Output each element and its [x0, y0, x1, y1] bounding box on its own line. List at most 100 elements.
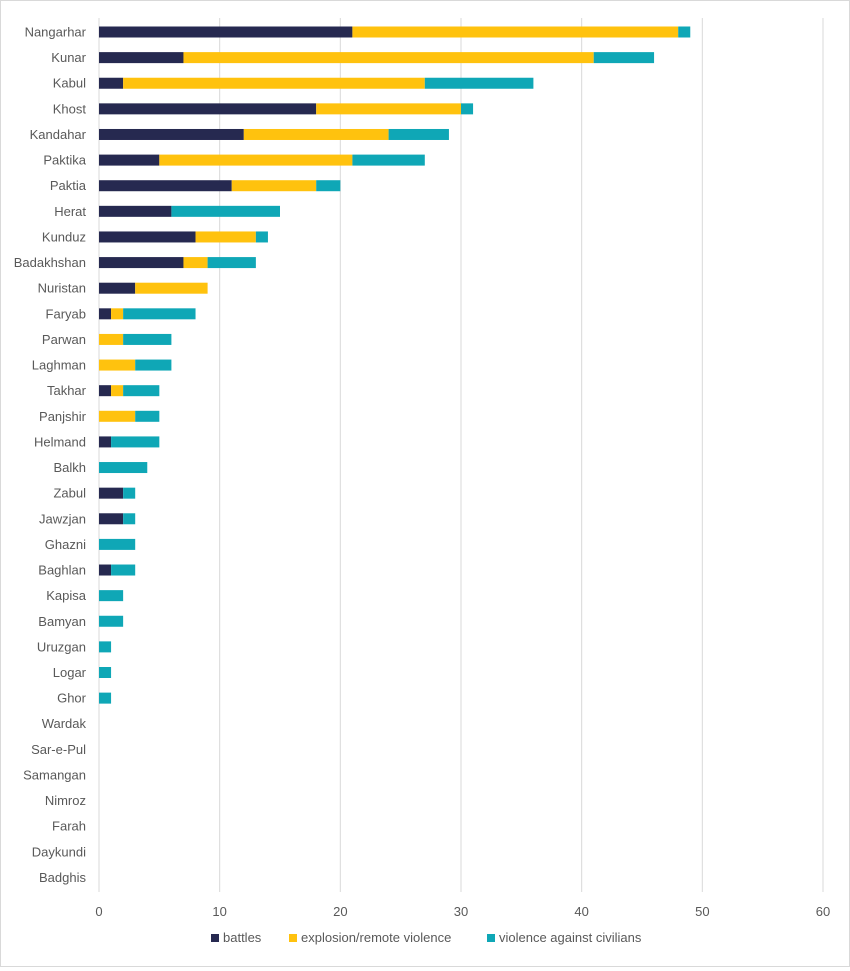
category-label: Panjshir: [39, 409, 87, 424]
category-label: Nuristan: [38, 281, 86, 296]
bar-segment-battles: [99, 385, 112, 397]
bar-segment-explosion-remote-violence: [99, 359, 136, 371]
category-label: Kunduz: [42, 229, 86, 244]
bar-segment-explosion-remote-violence: [231, 180, 317, 192]
bar-segment-explosion-remote-violence: [111, 385, 124, 397]
bar-segment-violence-against-civilians: [678, 26, 691, 38]
category-label: Paktia: [50, 178, 87, 193]
category-labels: Nangarhar Kunar Kabul Khost Kandahar Paktika P…: [14, 25, 87, 885]
bar-segment-battles: [99, 103, 317, 115]
category-label: Laghman: [32, 358, 86, 373]
legend: battles explosion/remote violence violence…: [211, 930, 642, 945]
x-tick-label: 30: [454, 904, 468, 919]
bar-segment-violence-against-civilians: [388, 128, 449, 140]
category-label: Paktika: [43, 153, 86, 168]
category-label: Nimroz: [45, 793, 86, 808]
x-tick-label: 10: [212, 904, 226, 919]
x-tick-label: 0: [95, 904, 102, 919]
bar-segment-battles: [99, 513, 124, 525]
category-label: Parwan: [42, 332, 86, 347]
bar-segment-violence-against-civilians: [111, 436, 160, 448]
category-label: Herat: [54, 204, 86, 219]
bar-segment-explosion-remote-violence: [135, 282, 208, 294]
bar-segment-battles: [99, 487, 124, 499]
legend-label: violence against civilians: [499, 930, 642, 945]
bar-segment-violence-against-civilians: [99, 667, 112, 678]
category-label: Badghis: [39, 870, 86, 885]
bar-segment-violence-against-civilians: [99, 641, 112, 653]
category-label: Kapisa: [46, 588, 87, 603]
category-label: Wardak: [42, 716, 87, 731]
bar-segment-explosion-remote-violence: [123, 77, 425, 89]
bar-segment-explosion-remote-violence: [159, 154, 353, 166]
bar-segment-explosion-remote-violence: [352, 26, 679, 38]
bar-segment-battles: [99, 308, 112, 320]
bar-segment-explosion-remote-violence: [183, 257, 208, 269]
bar-segment-violence-against-civilians: [352, 154, 425, 166]
bar-segment-violence-against-civilians: [99, 538, 136, 550]
category-label: Zabul: [53, 486, 86, 501]
bar-segment-violence-against-civilians: [99, 615, 124, 627]
bar-segment-violence-against-civilians: [123, 385, 160, 397]
x-tick-labels: 0 10 20 30 40 50 60: [95, 904, 830, 919]
bar-segment-explosion-remote-violence: [99, 410, 136, 422]
bar-segment-violence-against-civilians: [99, 590, 124, 602]
bar-segment-explosion-remote-violence: [183, 52, 594, 64]
category-label: Balkh: [53, 460, 86, 475]
legend-swatch: [487, 934, 495, 942]
category-label: Kabul: [53, 76, 86, 91]
category-label: Sar-e-Pul: [31, 742, 86, 757]
bar-segment-violence-against-civilians: [123, 333, 172, 345]
bar-segment-violence-against-civilians: [593, 52, 655, 64]
category-label: Logar: [53, 665, 87, 680]
bar-segment-battles: [99, 77, 124, 89]
category-label: Farah: [52, 819, 86, 834]
bar-segment-explosion-remote-violence: [111, 308, 124, 320]
bar-segment-explosion-remote-violence: [195, 231, 256, 243]
bar-segment-battles: [99, 436, 112, 448]
bar-segment-violence-against-civilians: [255, 231, 268, 243]
category-label: Samangan: [23, 767, 86, 782]
category-label: Badakhshan: [14, 255, 86, 270]
legend-swatch: [289, 934, 297, 942]
category-label: Jawzjan: [39, 511, 86, 526]
category-label: Daykundi: [32, 844, 86, 859]
bar-segment-violence-against-civilians: [99, 692, 112, 704]
bar-segment-battles: [99, 180, 232, 192]
x-tick-label: 60: [816, 904, 830, 919]
bar-segment-violence-against-civilians: [135, 410, 160, 422]
legend-label: explosion/remote violence: [301, 930, 451, 945]
category-label: Ghazni: [45, 537, 86, 552]
bar-segment-violence-against-civilians: [123, 487, 136, 499]
legend-swatch: [211, 934, 219, 942]
bar-segment-battles: [99, 205, 172, 217]
bar-segment-violence-against-civilians: [424, 77, 534, 89]
bar-segment-battles: [99, 52, 184, 64]
bar-segment-battles: [99, 154, 160, 166]
x-tick-label: 40: [574, 904, 588, 919]
bar-segment-battles: [99, 128, 244, 140]
bar-segment-explosion-remote-violence: [99, 333, 124, 345]
bar-segment-violence-against-civilians: [99, 462, 148, 474]
bar-segment-explosion-remote-violence: [243, 128, 389, 140]
category-label: Faryab: [46, 306, 86, 321]
bar-segment-violence-against-civilians: [207, 257, 256, 269]
category-label: Kunar: [51, 50, 86, 65]
category-label: Uruzgan: [37, 639, 86, 654]
bar-segment-violence-against-civilians: [316, 180, 341, 192]
category-label: Ghor: [57, 691, 87, 706]
category-label: Nangarhar: [25, 25, 87, 40]
bar-segment-violence-against-civilians: [123, 513, 136, 525]
bar-segment-violence-against-civilians: [461, 103, 474, 115]
legend-label: battles: [223, 930, 262, 945]
category-label: Baghlan: [38, 563, 86, 578]
bar-segment-violence-against-civilians: [171, 205, 280, 217]
bar-segment-violence-against-civilians: [135, 359, 172, 371]
bar-segment-battles: [99, 231, 196, 243]
bar-segment-battles: [99, 564, 112, 576]
bar-segment-battles: [99, 26, 353, 38]
x-tick-label: 20: [333, 904, 347, 919]
bar-segment-battles: [99, 282, 136, 294]
